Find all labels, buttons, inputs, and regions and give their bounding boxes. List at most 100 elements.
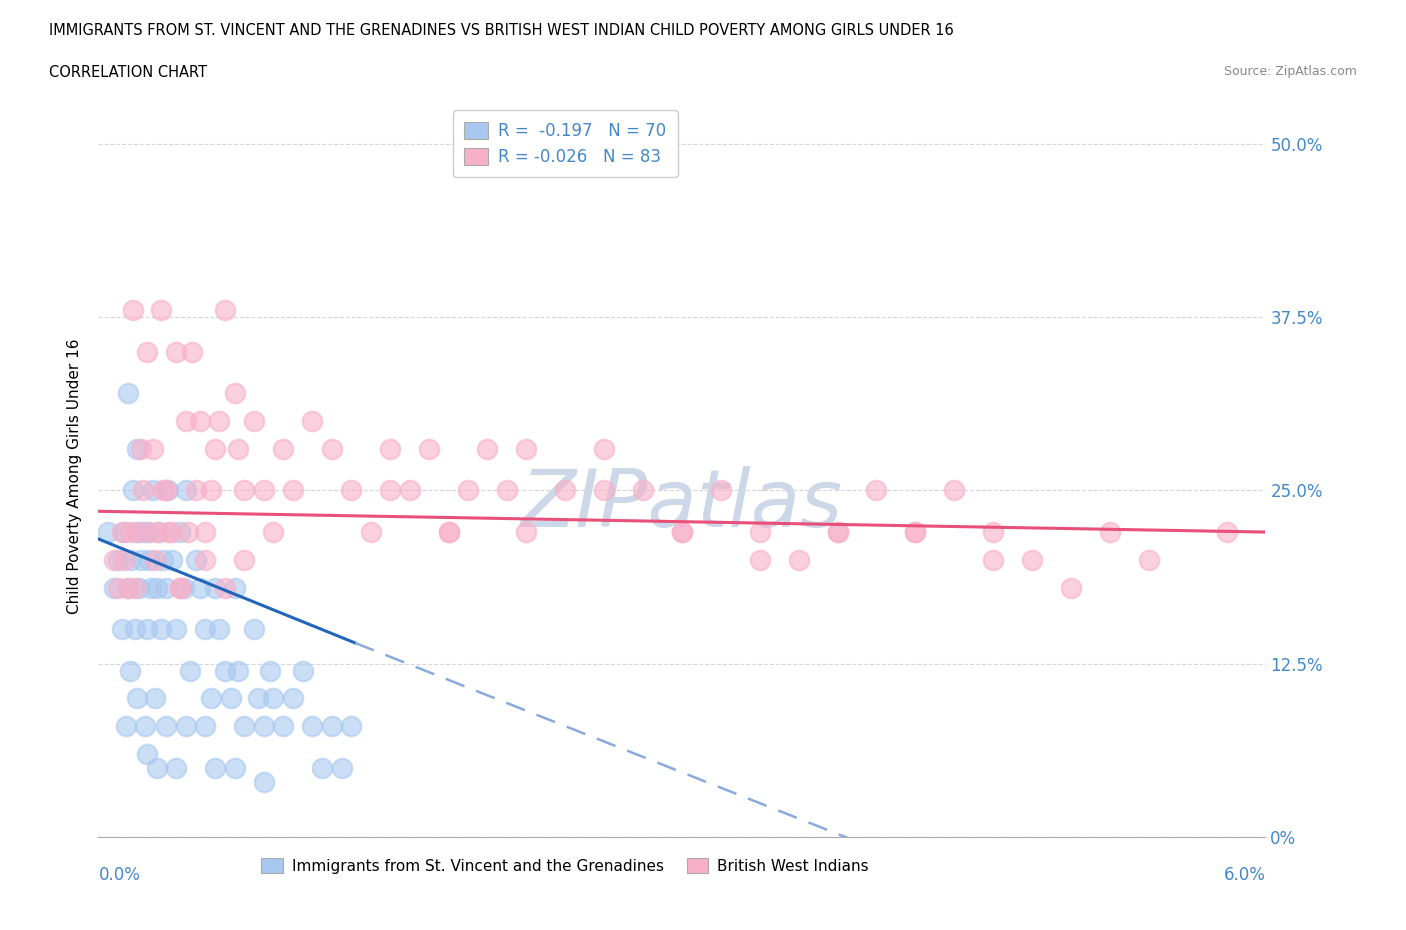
Point [204,760,226,775]
Point [214,580,236,595]
Point [143,552,166,567]
Point [281,691,304,706]
Point [155,719,177,734]
Point [671,525,693,539]
Y-axis label: Child Poverty Among Girls Under 16: Child Poverty Among Girls Under 16 [66,339,82,615]
Point [1137,552,1160,567]
Point [281,483,304,498]
Point [134,719,156,734]
Point [233,719,256,734]
Point [129,552,152,567]
Point [262,525,284,539]
Point [631,483,654,498]
Point [111,525,134,539]
Point [148,525,170,539]
Point [457,483,479,498]
Point [515,442,537,457]
Point [219,691,242,706]
Point [224,580,246,595]
Point [103,552,125,567]
Point [155,580,177,595]
Text: 0.0%: 0.0% [98,866,141,884]
Point [253,774,276,789]
Point [173,580,195,595]
Point [981,552,1004,567]
Point [194,621,217,636]
Point [1215,525,1237,539]
Point [169,525,191,539]
Point [169,580,191,595]
Point [904,525,927,539]
Point [554,483,576,498]
Point [138,525,160,539]
Point [107,580,129,595]
Point [111,621,134,636]
Point [112,525,135,539]
Point [593,483,616,498]
Point [233,483,256,498]
Point [157,525,180,539]
Point [142,442,165,457]
Text: ZIPatlas: ZIPatlas [520,467,844,544]
Point [146,580,169,595]
Point [253,719,276,734]
Point [224,386,246,401]
Point [262,691,284,706]
Point [301,414,323,429]
Point [194,525,217,539]
Point [157,483,180,498]
Point [129,442,152,457]
Point [136,525,159,539]
Point [142,483,165,498]
Point [103,580,125,595]
Point [132,483,155,498]
Point [174,483,197,498]
Point [177,525,200,539]
Point [169,580,191,595]
Point [904,525,927,539]
Point [114,719,136,734]
Point [146,760,169,775]
Point [165,621,187,636]
Point [124,580,146,595]
Point [477,442,499,457]
Point [194,552,217,567]
Point [710,483,733,498]
Point [136,344,159,359]
Point [228,663,250,678]
Point [1060,580,1083,595]
Point [246,691,269,706]
Point [865,483,887,498]
Point [152,552,174,567]
Point [321,442,343,457]
Point [380,442,402,457]
Point [253,483,276,498]
Point [360,525,382,539]
Point [418,442,440,457]
Point [330,760,353,775]
Point [200,483,222,498]
Point [340,483,363,498]
Point [1021,552,1043,567]
Point [128,580,150,595]
Point [122,303,145,318]
Point [204,442,226,457]
Point [1098,525,1121,539]
Point [748,525,770,539]
Point [155,483,177,498]
Point [138,552,160,567]
Point [118,525,141,539]
Point [112,552,135,567]
Point [174,414,197,429]
Point [174,719,197,734]
Point [136,747,159,762]
Point [139,580,162,595]
Point [398,483,420,498]
Point [180,344,202,359]
Point [380,483,402,498]
Text: 6.0%: 6.0% [1223,866,1265,884]
Point [124,621,146,636]
Point [271,442,294,457]
Point [321,719,343,734]
Legend: Immigrants from St. Vincent and the Grenadines, British West Indians: Immigrants from St. Vincent and the Gren… [256,852,875,880]
